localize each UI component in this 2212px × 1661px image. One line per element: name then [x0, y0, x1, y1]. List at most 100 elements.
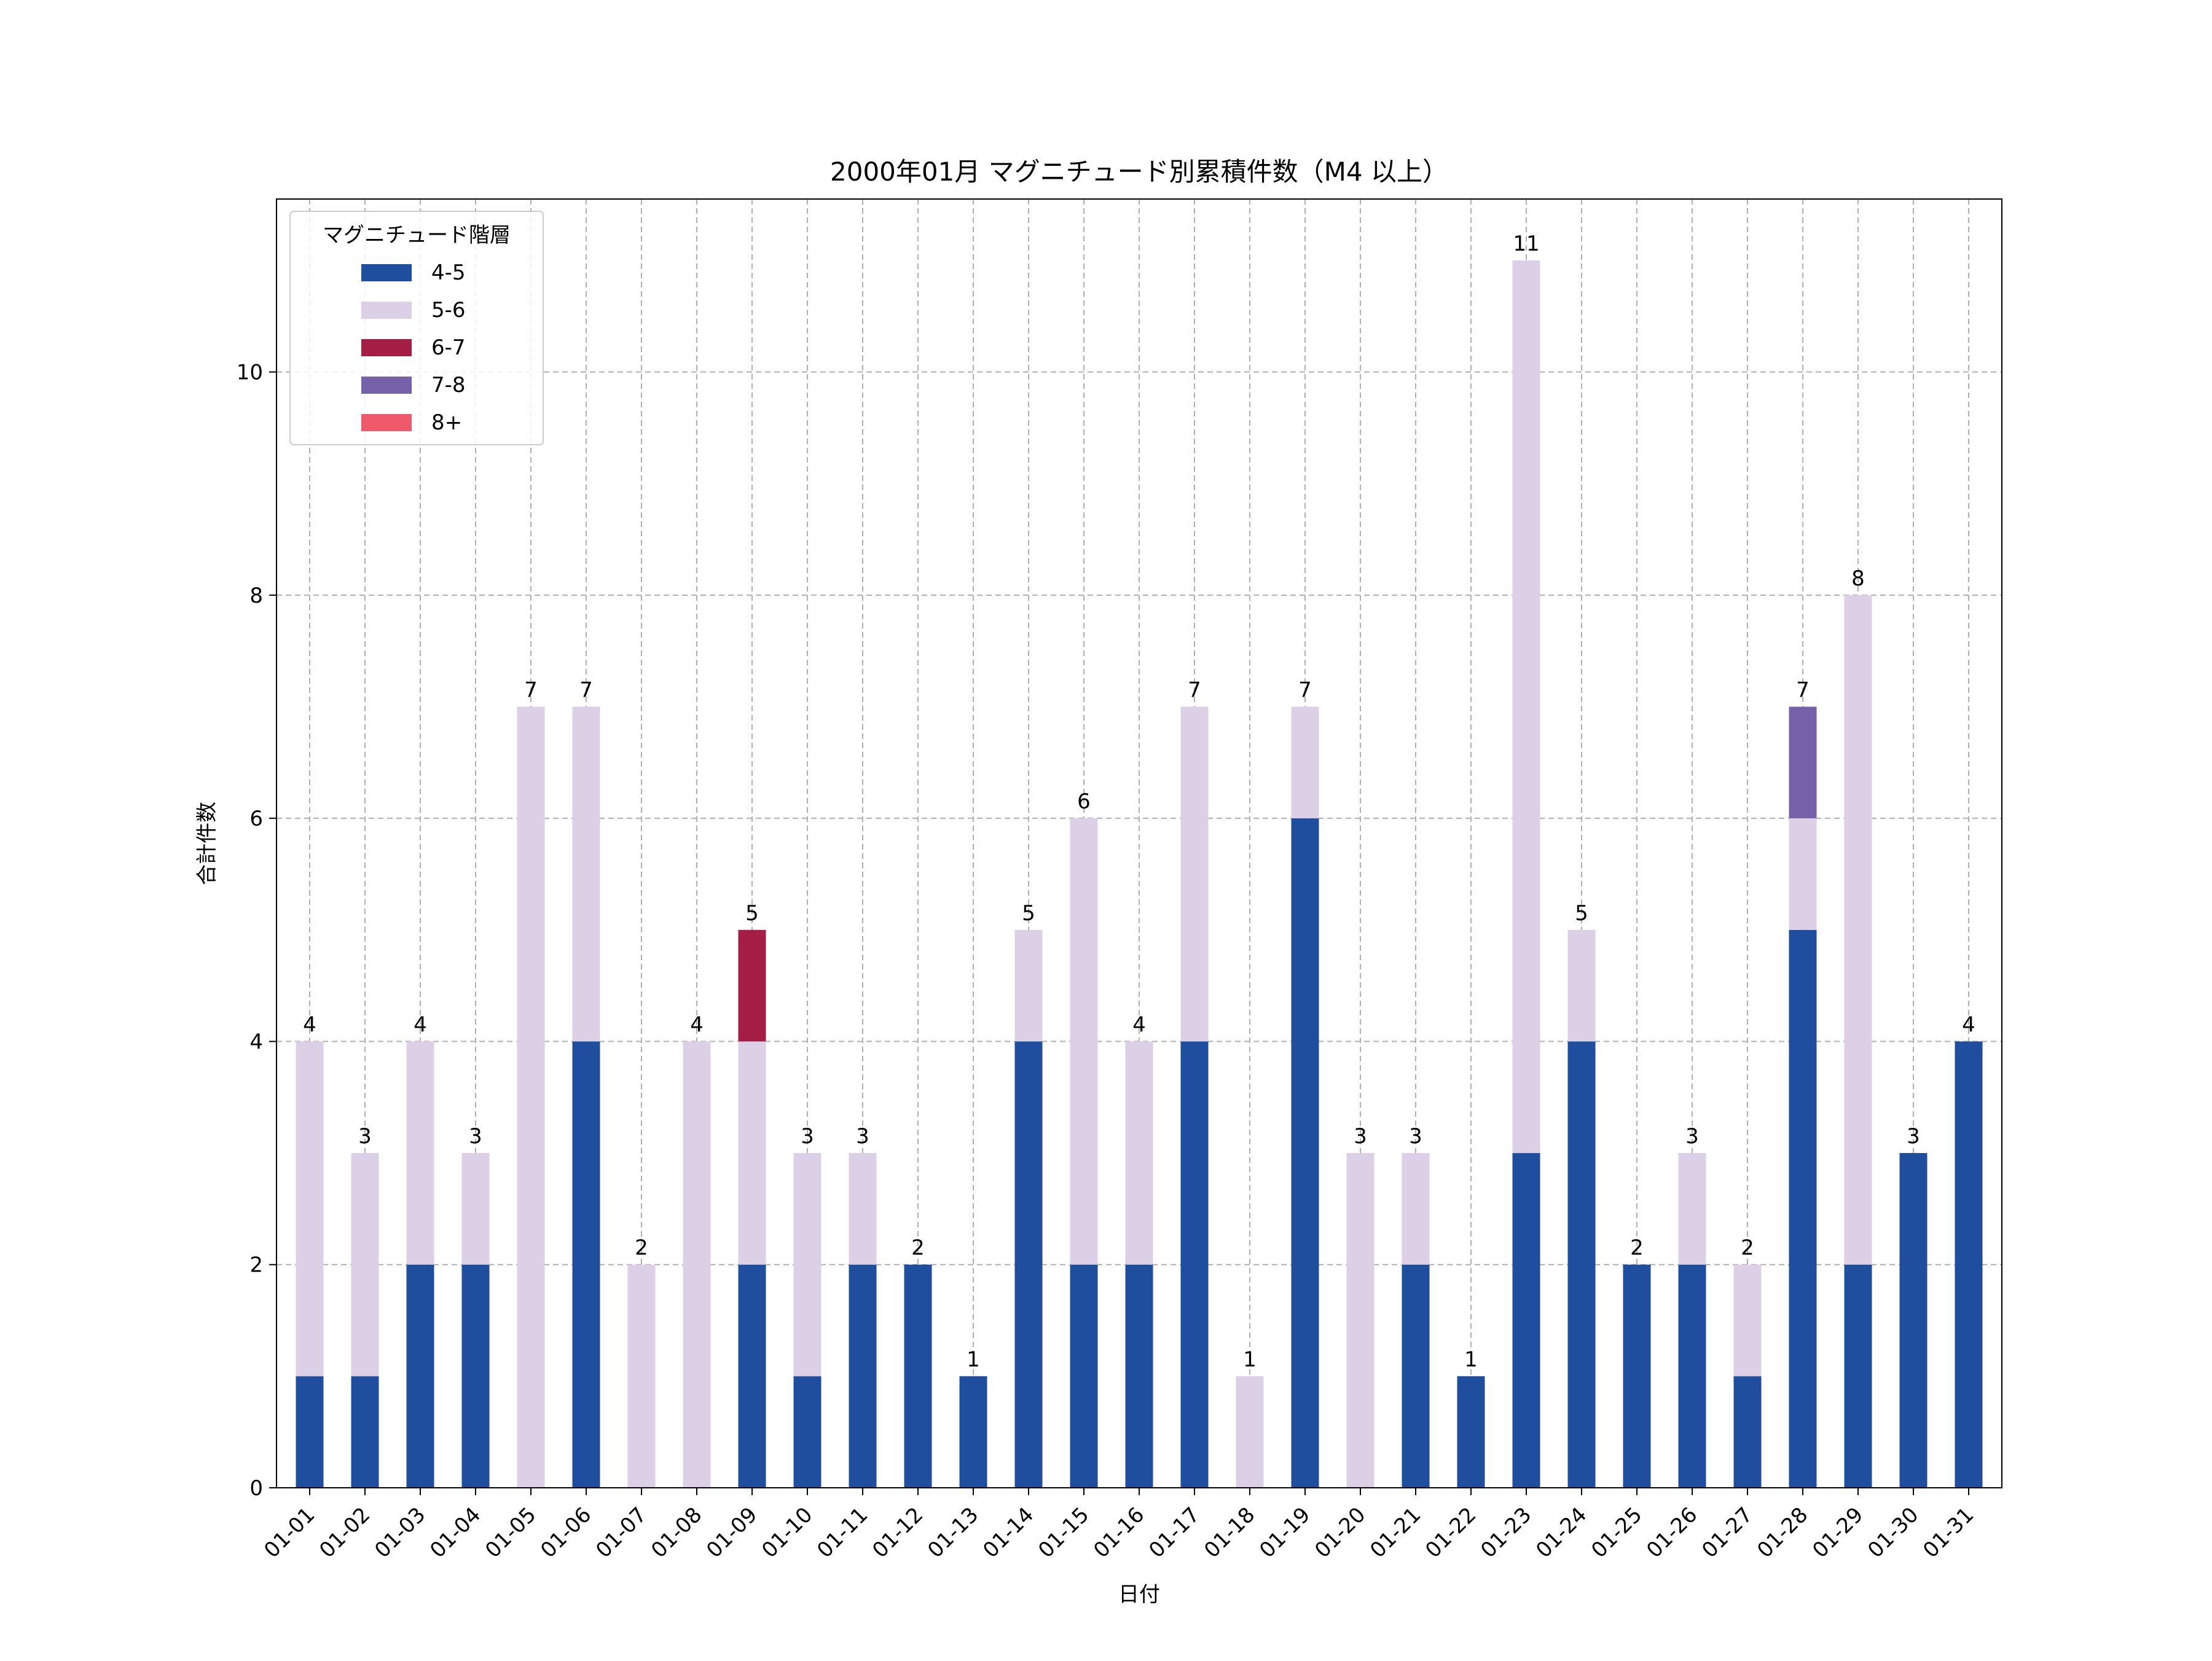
bar-segment-4-5: [1567, 1041, 1596, 1488]
bars: [296, 260, 1983, 1488]
bar-segment-5-6: [296, 1041, 324, 1377]
bar-total-label: 7: [1188, 678, 1201, 702]
bar-total-label: 1: [967, 1347, 980, 1372]
bar-total-label: 2: [911, 1236, 925, 1260]
bar-segment-5-6: [1014, 929, 1043, 1042]
bar-total-label: 7: [524, 678, 538, 702]
bar-total-label: 6: [1077, 789, 1091, 814]
bar-segment-4-5: [1125, 1264, 1153, 1488]
legend-swatch-6-7: [361, 339, 412, 356]
bar-segment-5-6: [1789, 818, 1817, 930]
legend-label-4-5: 4-5: [431, 260, 466, 285]
bar-total-label: 4: [414, 1012, 427, 1037]
legend-label-7-8: 7-8: [431, 373, 466, 397]
bar-segment-5-6: [461, 1153, 490, 1265]
bar-segment-5-6: [1236, 1376, 1264, 1488]
bar-total-label: 4: [1962, 1012, 1975, 1037]
bar-segment-4-5: [849, 1264, 877, 1488]
bar-total-label: 3: [1907, 1124, 1920, 1149]
bar-segment-5-6: [1733, 1264, 1762, 1377]
x-axis-label: 日付: [1118, 1582, 1160, 1607]
bar-total-label: 3: [856, 1124, 869, 1149]
bar-total-label: 1: [1243, 1347, 1257, 1372]
legend: マグニチュード階層 4-5 5-6 6-7 7-8 8+: [289, 211, 544, 445]
bar-segment-5-6: [627, 1264, 656, 1488]
bar-segment-5-6: [1346, 1153, 1375, 1488]
legend-items: 4-5 5-6 6-7 7-8 8+: [361, 260, 466, 435]
bar-total-label: 3: [801, 1124, 814, 1149]
bar-total-label: 5: [1022, 901, 1035, 926]
bar-segment-5-6: [1512, 260, 1540, 1154]
bar-total-label: 4: [1132, 1012, 1146, 1037]
bar-segment-5-6: [683, 1041, 711, 1488]
bar-total-label: 4: [690, 1012, 704, 1037]
bar-segment-4-5: [1789, 929, 1817, 1488]
bar-total-label: 2: [635, 1236, 648, 1260]
bar-total-label: 3: [1409, 1124, 1422, 1149]
bar-segment-4-5: [738, 1264, 766, 1488]
bar-segment-5-6: [1070, 818, 1098, 1265]
bar-segment-4-5: [959, 1376, 987, 1488]
bar-segment-4-5: [1899, 1153, 1928, 1488]
bar-segment-5-6: [1180, 706, 1209, 1042]
bar-segment-4-5: [1955, 1041, 1983, 1488]
bar-segment-5-6: [1125, 1041, 1153, 1265]
legend-label-5-6: 5-6: [431, 298, 466, 322]
bar-segment-4-5: [351, 1376, 379, 1488]
chart-title: 2000年01月 マグニチュード別累積件数（M4 以上）: [830, 157, 1448, 187]
bar-segment-7-8: [1789, 706, 1817, 819]
bar-segment-4-5: [904, 1264, 932, 1488]
bar-segment-5-6: [406, 1041, 434, 1265]
y-tick-label: 4: [249, 1030, 263, 1054]
bar-total-label: 7: [1796, 678, 1810, 702]
bar-segment-5-6: [849, 1153, 877, 1265]
bar-total-label: 3: [1685, 1124, 1699, 1149]
y-tick-label: 10: [237, 361, 263, 385]
bar-segment-5-6: [572, 706, 600, 1042]
bar-segment-5-6: [793, 1153, 822, 1377]
bar-segment-5-6: [1291, 706, 1319, 819]
bar-segment-4-5: [793, 1376, 822, 1488]
bar-segment-5-6: [1402, 1153, 1430, 1265]
y-tick-label: 6: [249, 807, 263, 831]
bar-total-label: 1: [1464, 1347, 1478, 1372]
bar-segment-6-7: [738, 929, 766, 1042]
bar-total-label: 8: [1851, 566, 1865, 591]
bar-segment-4-5: [406, 1264, 434, 1488]
bar-segment-4-5: [1291, 818, 1319, 1488]
legend-swatch-5-6: [361, 302, 412, 319]
bar-segment-4-5: [1844, 1264, 1872, 1488]
bar-segment-4-5: [1623, 1264, 1651, 1488]
bar-segment-4-5: [461, 1264, 490, 1488]
bar-segment-4-5: [1402, 1264, 1430, 1488]
bar-segment-5-6: [1567, 929, 1596, 1042]
legend-swatch-4-5: [361, 264, 412, 281]
bar-total-label: 5: [745, 901, 759, 926]
bar-total-label: 2: [1630, 1236, 1644, 1260]
bar-segment-4-5: [572, 1041, 600, 1488]
bar-segment-5-6: [517, 706, 545, 1488]
legend-label-8+: 8+: [431, 410, 462, 435]
bar-segment-4-5: [1457, 1376, 1485, 1488]
bar-total-label: 3: [1354, 1124, 1367, 1149]
bar-total-label: 5: [1575, 901, 1588, 926]
bar-segment-4-5: [1180, 1041, 1209, 1488]
y-axis-label: 合計件数: [195, 802, 219, 885]
bar-segment-5-6: [1844, 595, 1872, 1265]
y-tick-label: 2: [249, 1253, 263, 1278]
bar-segment-5-6: [1678, 1153, 1706, 1265]
legend-swatch-7-8: [361, 377, 412, 394]
bar-segment-5-6: [738, 1041, 766, 1265]
bar-segment-4-5: [296, 1376, 324, 1488]
bar-total-label: 11: [1513, 232, 1539, 256]
legend-label-6-7: 6-7: [431, 335, 466, 360]
legend-title: マグニチュード階層: [323, 223, 511, 248]
bar-segment-4-5: [1512, 1153, 1540, 1488]
bar-total-label: 2: [1741, 1236, 1754, 1260]
bar-total-label: 7: [579, 678, 593, 702]
y-tick-label: 0: [249, 1476, 263, 1501]
bar-total-label: 4: [303, 1012, 316, 1037]
bar-total-label: 3: [358, 1124, 372, 1149]
